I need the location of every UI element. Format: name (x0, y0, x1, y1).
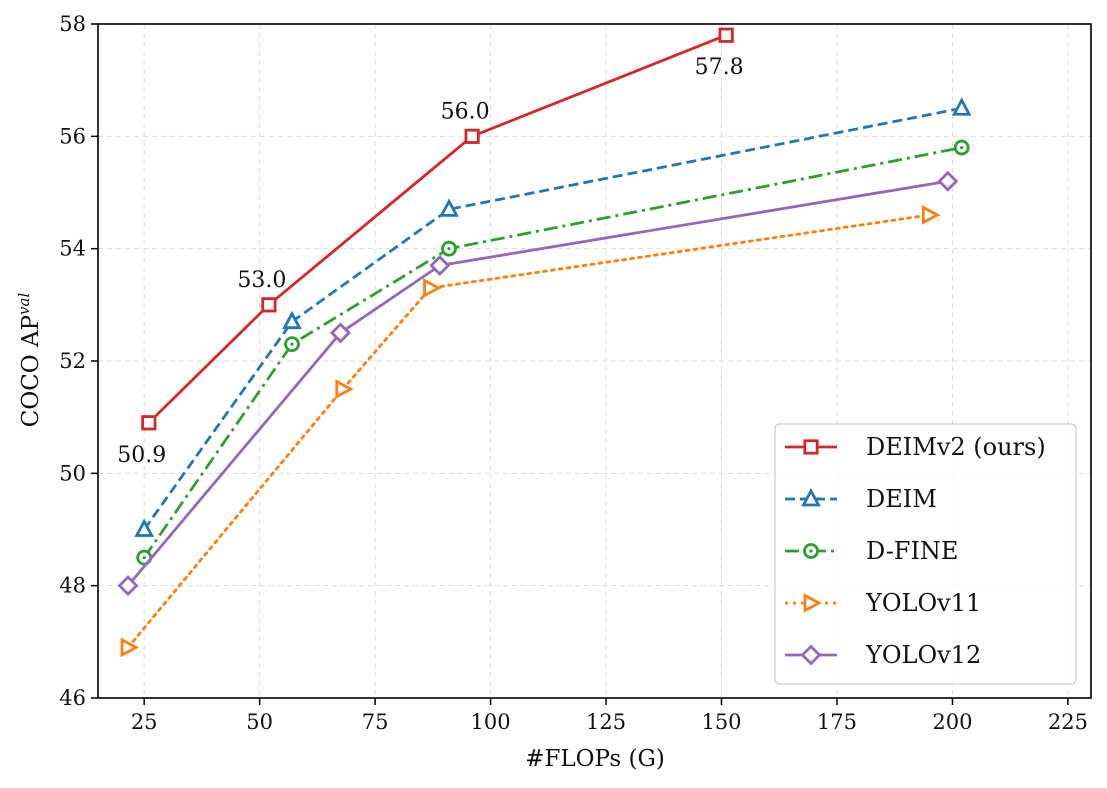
y-tick-label: 52 (59, 349, 86, 373)
legend-marker (800, 644, 822, 666)
legend-label: YOLOv11 (865, 589, 981, 617)
y-tick-label: 50 (59, 461, 86, 485)
data-point (718, 27, 734, 43)
series-3 (120, 205, 941, 658)
axes: 25 50 75 100 125 150 175 200 225 46 48 50 52 54 56 58 (59, 12, 1092, 734)
x-axis-title: #FLOPs (G) (525, 746, 665, 772)
y-tick-label: 56 (59, 124, 86, 148)
series-line (126, 179, 949, 587)
legend-entry: D-FINE (785, 537, 958, 565)
data-label: 53.0 (237, 268, 286, 293)
legend-label: DEIM (866, 485, 937, 513)
data-point-dot (142, 555, 146, 560)
data-labels: 50.9 53.0 56.0 57.8 (117, 55, 743, 468)
y-tick-label: 58 (59, 12, 86, 36)
data-point-dot (960, 145, 964, 150)
x-tick-label: 50 (246, 710, 273, 734)
x-tick-label: 175 (817, 710, 857, 734)
data-point (423, 278, 442, 298)
data-point (951, 97, 972, 116)
data-point (120, 637, 139, 658)
data-label: 50.9 (117, 443, 166, 468)
series-line (147, 33, 727, 424)
x-tick-label: 75 (362, 710, 389, 734)
y-axis-title-main: COCO AP (18, 315, 44, 427)
series-lines (117, 27, 972, 658)
data-point-dot (290, 342, 294, 346)
legend-label: D-FINE (866, 537, 958, 565)
series-line (126, 213, 931, 649)
data-point (282, 310, 302, 330)
series-line (143, 146, 962, 559)
x-tick-label: 200 (932, 710, 972, 734)
data-point (134, 518, 155, 537)
legend-entry: DEIM (785, 485, 937, 513)
legend-entry: YOLOv12 (785, 641, 981, 669)
legend-box (774, 423, 1077, 685)
series-4 (117, 170, 959, 597)
data-label: 57.8 (695, 55, 744, 80)
x-tick-label: 25 (131, 710, 158, 734)
data-point (284, 336, 300, 353)
legend-entry: YOLOv11 (785, 589, 981, 617)
legend-marker (803, 439, 819, 455)
legend-marker (801, 488, 821, 507)
data-point (953, 139, 970, 156)
legend-entry: DEIMv2 (ours) (785, 433, 1046, 461)
data-point (429, 255, 451, 276)
data-point (261, 297, 277, 313)
legend-marker (803, 593, 822, 613)
data-point (335, 379, 354, 399)
legend-label: DEIMv2 (ours) (866, 433, 1046, 461)
data-point (439, 198, 459, 217)
data-point (117, 575, 139, 597)
x-tick-label: 150 (701, 710, 741, 734)
y-tick-label: 46 (59, 686, 86, 710)
legend-marker (803, 543, 819, 559)
y-tick-label: 54 (59, 237, 86, 261)
series-1 (134, 97, 972, 537)
data-label: 56.0 (441, 99, 490, 124)
data-point (141, 415, 157, 431)
series-line (143, 106, 962, 531)
data-point-dot (447, 247, 451, 251)
legend-marker-dot (809, 549, 813, 553)
data-point (937, 170, 959, 192)
x-tick-label: 225 (1048, 710, 1088, 734)
data-point (464, 128, 480, 144)
y-tick-label: 48 (59, 574, 86, 598)
data-point (921, 205, 941, 225)
data-point (329, 322, 351, 344)
y-axis-title-superscript: val (15, 293, 33, 315)
data-point (441, 240, 457, 257)
x-tick-label: 125 (586, 710, 626, 734)
x-tick-label: 100 (471, 710, 511, 734)
legend-label: YOLOv12 (865, 641, 981, 669)
y-axis-title: COCO APval (15, 293, 44, 428)
legend: DEIMv2 (ours) DEIM D-FINE YOLOv11 YOLOv12 (774, 423, 1077, 685)
series-0 (141, 27, 734, 431)
